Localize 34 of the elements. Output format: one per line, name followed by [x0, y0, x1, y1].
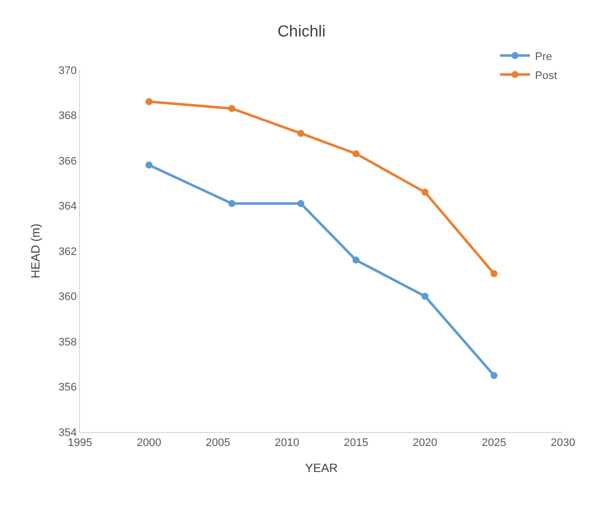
point: [422, 292, 428, 300]
y-tick-label: 358: [58, 336, 77, 348]
y-tick-label: 356: [58, 382, 77, 394]
chart-title: Chichli: [277, 24, 326, 41]
y-tick-label: 354: [58, 426, 77, 439]
point: [490, 270, 498, 278]
y-tick-label: 360: [58, 291, 77, 304]
y-tick-label: 364: [58, 200, 77, 213]
x-tick-label: 2010: [274, 437, 300, 450]
y-tick-label: 368: [58, 110, 77, 122]
x-tick-label: 2020: [412, 437, 438, 450]
x-tick-label: 2025: [482, 437, 506, 450]
x-tick-label: 2000: [136, 437, 162, 450]
y-tick-label: 370: [58, 64, 77, 77]
point: [422, 188, 428, 196]
legend-label: Pre: [535, 50, 552, 63]
y-tick-label: 366: [58, 155, 77, 168]
point: [297, 200, 304, 207]
x-tick-label: 1995: [68, 437, 92, 450]
point: [352, 150, 360, 158]
point: [228, 104, 236, 112]
point: [146, 98, 152, 106]
legend-label: Post: [535, 70, 558, 82]
x-tick-label: 2005: [206, 437, 230, 450]
y-tick-label: 362: [58, 246, 77, 258]
x-tick-label: 2015: [344, 437, 368, 450]
x-axis-title: YEAR: [305, 461, 338, 476]
point: [228, 200, 236, 207]
point: [490, 372, 498, 379]
point: [146, 162, 152, 169]
x-tick-label: 2030: [550, 437, 576, 450]
point: [297, 130, 304, 137]
point: [352, 256, 360, 264]
y-axis-title: HEAD (m): [28, 224, 43, 278]
